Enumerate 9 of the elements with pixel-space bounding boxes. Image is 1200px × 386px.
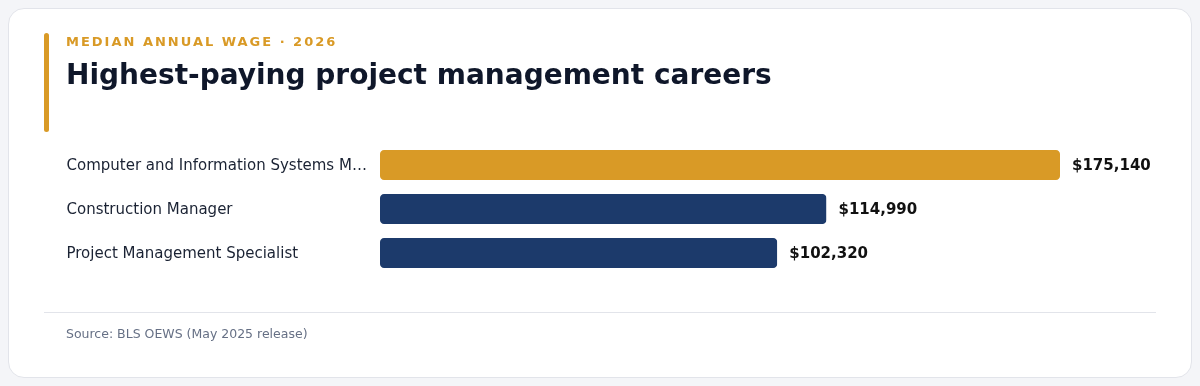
y-tick-label: Project Management Specialist	[66, 244, 299, 262]
text: MEDIAN ANNUAL WAGE · 2026	[66, 34, 338, 49]
data-label: $114,990	[838, 200, 918, 218]
source-note: Source: BLS OEWS (May 2025 release)	[66, 326, 308, 341]
chart-title: Highest-paying project management careers	[66, 58, 772, 91]
data-label: $175,140	[1072, 156, 1151, 174]
y-tick-label: Computer and Information Systems M…	[66, 156, 367, 174]
y-tick-label: Construction Manager	[66, 200, 234, 218]
data-label: $102,320	[789, 244, 869, 262]
